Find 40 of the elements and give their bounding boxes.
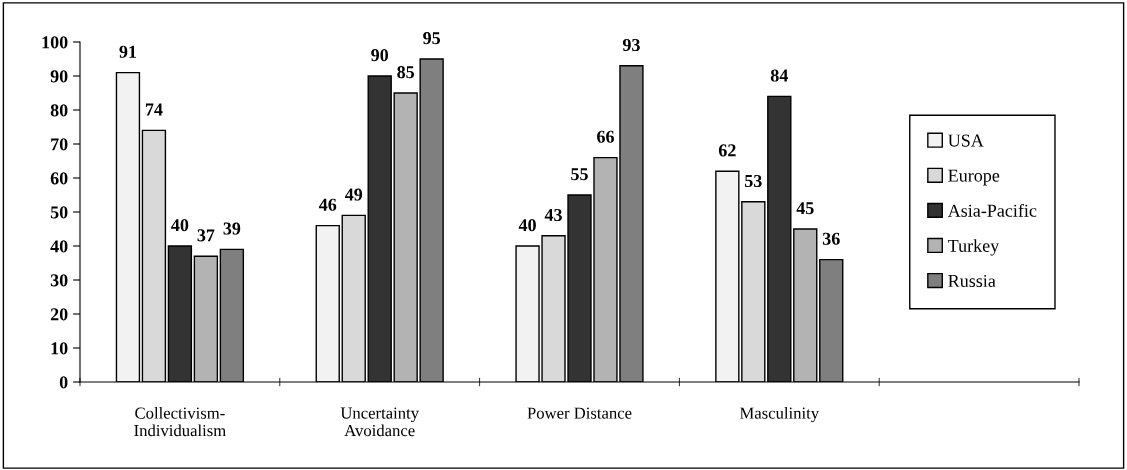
legend-label: Turkey bbox=[948, 239, 1000, 256]
y-tick-label: 20 bbox=[50, 308, 68, 321]
y-tick-label: 30 bbox=[50, 274, 68, 287]
y-tick-label: 60 bbox=[50, 172, 68, 185]
data-label: 40 bbox=[518, 219, 536, 232]
data-label: 91 bbox=[119, 45, 137, 58]
y-tick-label: 70 bbox=[51, 138, 68, 151]
x-tick-label: Uncertainty Avoidance bbox=[340, 407, 419, 437]
data-label: 45 bbox=[796, 202, 814, 215]
data-label: 93 bbox=[622, 38, 640, 52]
y-tick-label: 80 bbox=[50, 104, 68, 117]
legend-label: Russia bbox=[948, 274, 996, 288]
x-tick-label: Collectivism- Individualism bbox=[134, 407, 226, 437]
data-label: 95 bbox=[423, 32, 441, 45]
data-label: 39 bbox=[223, 222, 241, 235]
data-label: 53 bbox=[745, 174, 762, 188]
data-label: 40 bbox=[171, 219, 189, 232]
data-label: 84 bbox=[770, 69, 788, 82]
data-label: 46 bbox=[318, 198, 337, 211]
legend-label: USA bbox=[948, 134, 984, 147]
data-label: 49 bbox=[344, 188, 363, 201]
data-label: 36 bbox=[822, 232, 840, 245]
data-label: 85 bbox=[397, 66, 415, 79]
y-tick-label: 50 bbox=[50, 206, 68, 219]
y-tick-label: 40 bbox=[50, 240, 68, 253]
x-tick-label: Masculinity bbox=[739, 407, 820, 423]
data-label: 74 bbox=[145, 103, 163, 116]
y-tick-label: 10 bbox=[51, 342, 68, 355]
legend-label: Europe bbox=[948, 169, 1000, 186]
data-label: 62 bbox=[718, 144, 736, 157]
data-label: 55 bbox=[571, 168, 588, 181]
data-label: 66 bbox=[597, 130, 614, 143]
legend-label: Asia-Pacific bbox=[947, 203, 1037, 217]
y-tick-label: 0 bbox=[59, 376, 68, 389]
data-label: 90 bbox=[371, 49, 389, 62]
data-label: 37 bbox=[197, 229, 215, 242]
x-tick-label: Power Distance bbox=[527, 407, 632, 419]
y-tick-label: 100 bbox=[42, 36, 68, 49]
y-tick-label: 90 bbox=[50, 70, 68, 83]
data-label: 43 bbox=[544, 208, 562, 222]
